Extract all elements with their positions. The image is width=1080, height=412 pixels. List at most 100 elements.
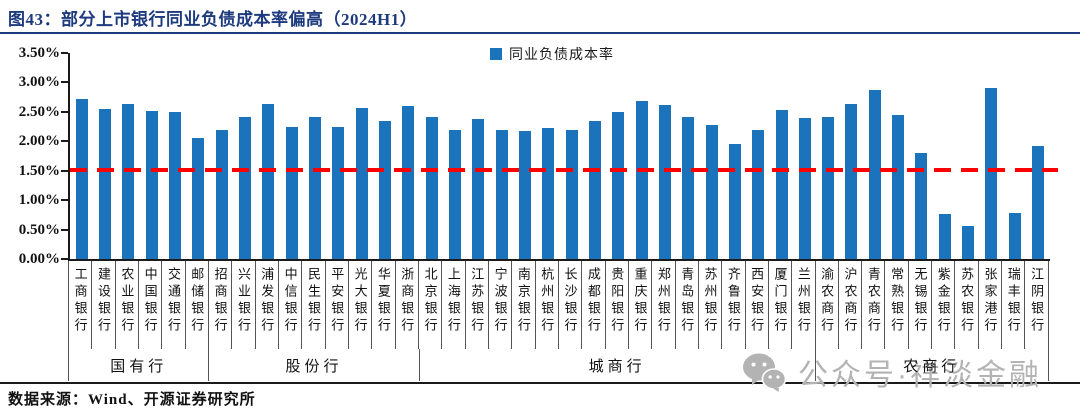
reference-line <box>70 168 1058 172</box>
bar-常熟银行 <box>892 115 905 259</box>
bar-齐鲁银行 <box>728 144 741 259</box>
category-label: 苏农银行 <box>959 267 975 335</box>
category-label: 无锡银行 <box>912 267 928 335</box>
category-label: 青农商行 <box>865 267 881 335</box>
category-label: 交通银行 <box>165 267 181 335</box>
bar-slot <box>327 53 350 259</box>
bar-slot <box>1003 53 1026 259</box>
category-label-cell: 交通银行 <box>162 261 186 349</box>
category-label-cell: 光大银行 <box>349 261 373 349</box>
bar-slot <box>163 53 186 259</box>
legend-swatch-icon <box>490 48 502 60</box>
bar-张家港行 <box>985 87 998 259</box>
bar-slot <box>233 53 256 259</box>
bar-浦发银行 <box>262 103 275 259</box>
category-label: 北京银行 <box>422 267 438 335</box>
bar-slot <box>583 53 606 259</box>
category-label: 兴业银行 <box>235 267 251 335</box>
bar-slot <box>187 53 210 259</box>
y-tick-mark <box>61 169 68 172</box>
category-label-cell: 上海银行 <box>442 261 466 349</box>
bar-slot <box>537 53 560 259</box>
bar-slot <box>653 53 676 259</box>
bar-slot <box>630 53 653 259</box>
bar-slot <box>793 53 816 259</box>
category-label-cell: 江苏银行 <box>466 261 489 349</box>
category-label: 邮储银行 <box>189 267 205 335</box>
bar-slot <box>677 53 700 259</box>
y-tick-mark <box>61 52 68 54</box>
bar-slot <box>420 53 443 259</box>
bar-浙商银行 <box>402 106 415 259</box>
category-label-cell: 张家港行 <box>979 261 1003 349</box>
category-label-cell: 青农商行 <box>862 261 886 349</box>
y-tick-label: 3.50% <box>18 45 60 61</box>
bar-slot <box>933 53 956 259</box>
category-label: 招商银行 <box>212 267 228 335</box>
bar-工商银行 <box>75 98 88 259</box>
category-label-cell: 邮储银行 <box>186 261 209 349</box>
category-label: 重庆银行 <box>632 267 648 335</box>
bar-兴业银行 <box>238 117 251 259</box>
bar-交通银行 <box>168 112 181 259</box>
category-label: 紫金银行 <box>935 267 951 335</box>
bar-slot <box>350 53 373 259</box>
bar-民生银行 <box>308 117 321 259</box>
category-label: 平安银行 <box>329 267 345 335</box>
category-label: 农业银行 <box>119 267 135 335</box>
category-label-cell: 渝农商行 <box>816 261 839 349</box>
bar-杭州银行 <box>542 128 555 259</box>
bar-青农商行 <box>868 90 881 259</box>
category-label-cell: 青岛银行 <box>676 261 699 349</box>
bar-江苏银行 <box>472 118 485 259</box>
category-label: 贵阳银行 <box>609 267 625 335</box>
category-label-cell: 成都银行 <box>582 261 606 349</box>
y-tick-label: 0.50% <box>18 221 60 238</box>
category-label: 南京银行 <box>515 267 531 335</box>
y-tick-label: 3.00% <box>18 74 60 91</box>
category-label: 青岛银行 <box>679 267 695 335</box>
bar-无锡银行 <box>915 153 928 259</box>
bar-slot <box>747 53 770 259</box>
legend-label: 同业负债成本率 <box>509 48 614 63</box>
y-tick-mark <box>61 140 68 143</box>
category-label: 宁波银行 <box>492 267 508 335</box>
category-label-cell: 杭州银行 <box>536 261 559 349</box>
source-note: 数据来源：Wind、开源证券研究所 <box>8 392 256 408</box>
y-tick-mark <box>61 110 68 113</box>
bar-slot <box>607 53 630 259</box>
category-label: 杭州银行 <box>539 267 555 335</box>
category-label: 厦门银行 <box>772 267 788 335</box>
bar-西安银行 <box>752 130 765 259</box>
category-label: 建设银行 <box>95 267 111 335</box>
bar-slot <box>723 53 746 259</box>
bar-slot <box>373 53 396 259</box>
bar-slot <box>257 53 280 259</box>
y-tick-label: 0.00% <box>18 251 60 267</box>
category-label-cell: 南京银行 <box>512 261 536 349</box>
category-label: 张家港行 <box>982 267 998 335</box>
category-label-cell: 平安银行 <box>326 261 349 349</box>
bar-slot <box>1026 53 1049 259</box>
bar-slot <box>910 53 933 259</box>
y-tick-label: 1.50% <box>18 162 60 179</box>
category-label-cell: 贵阳银行 <box>606 261 629 349</box>
category-label-cell: 长沙银行 <box>559 261 583 349</box>
category-label-cell: 苏农银行 <box>955 261 979 349</box>
bar-宁波银行 <box>495 129 508 259</box>
bar-光大银行 <box>355 107 368 259</box>
bar-苏农银行 <box>962 225 975 259</box>
bar-邮储银行 <box>192 138 205 259</box>
bar-slot <box>140 53 163 259</box>
category-label-cell: 西安银行 <box>746 261 769 349</box>
category-label-cell: 常熟银行 <box>885 261 909 349</box>
bars-layer <box>70 53 1050 259</box>
category-label: 瑞丰银行 <box>1005 267 1021 335</box>
bar-长沙银行 <box>565 130 578 259</box>
plot-area <box>68 53 1058 261</box>
bar-平安银行 <box>332 126 345 259</box>
y-tick-mark <box>61 199 68 202</box>
category-label-cell: 北京银行 <box>419 261 443 349</box>
bar-slot <box>980 53 1003 259</box>
